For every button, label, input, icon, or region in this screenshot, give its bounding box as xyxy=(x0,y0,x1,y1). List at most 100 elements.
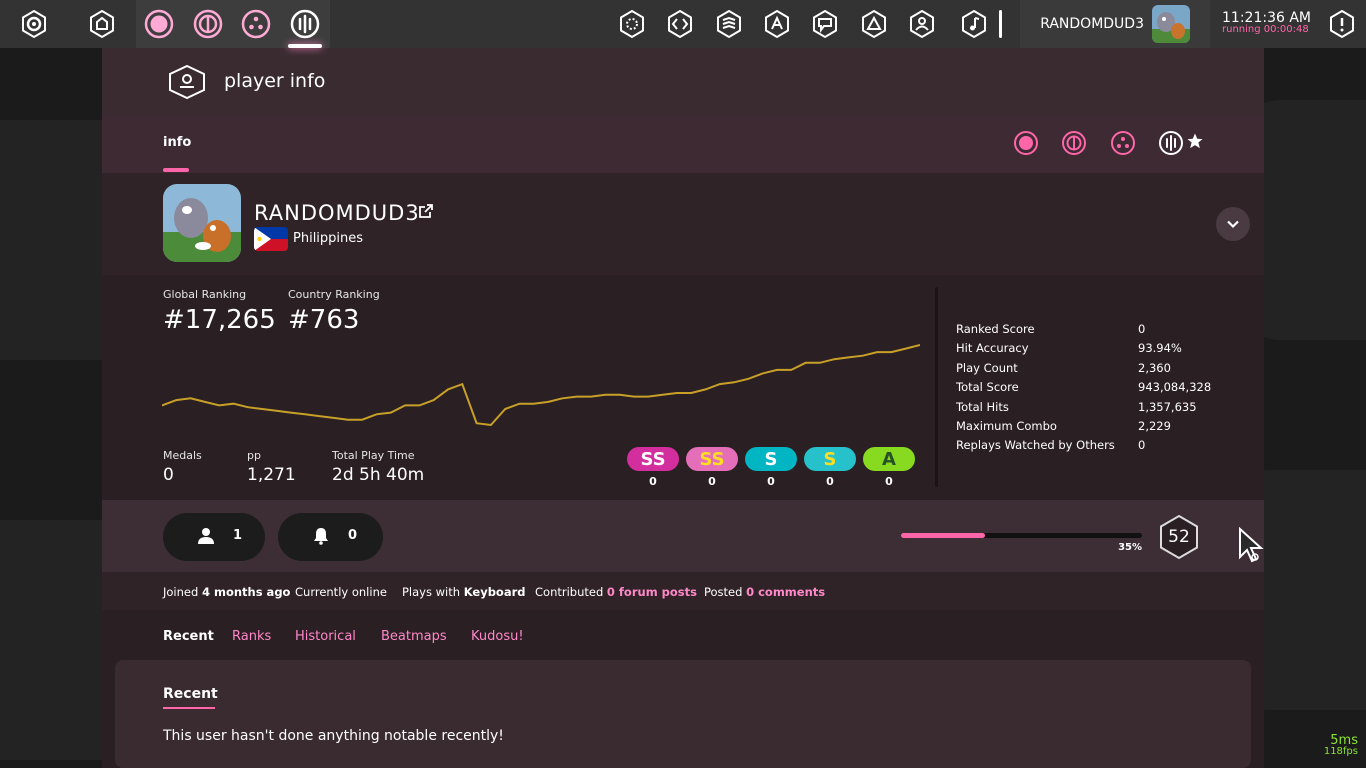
country-flag xyxy=(254,227,288,251)
stat-value: 0 xyxy=(1138,322,1146,336)
stat-value: 1,357,635 xyxy=(1138,399,1197,414)
stat-value: 943,084,328 xyxy=(1138,380,1212,395)
followers-button[interactable]: 1 xyxy=(163,513,265,561)
active-ruleset-indicator xyxy=(288,44,322,48)
changelog-button[interactable] xyxy=(656,0,704,48)
rankings-button[interactable] xyxy=(705,0,753,48)
user-profile-overlay: player info info RANDOMDUD3 Philippines … xyxy=(102,48,1264,768)
plays-value: Keyboard xyxy=(463,585,526,599)
clock-running: running 00:00:48 xyxy=(1222,24,1309,35)
ruleset-catch-button[interactable] xyxy=(232,0,280,48)
profile-taiko-icon[interactable] xyxy=(1061,130,1087,156)
contributed-prefix: Contributed xyxy=(535,585,604,599)
home-button[interactable] xyxy=(78,0,126,48)
stat-label: Hit Accuracy xyxy=(956,341,1029,356)
home-icon xyxy=(90,9,114,39)
rank-history-line xyxy=(162,344,920,427)
grade-count: 0 xyxy=(885,475,893,488)
news-button[interactable] xyxy=(850,0,898,48)
tab-recent[interactable]: Recent xyxy=(163,629,214,644)
level-progress-text: 35% xyxy=(1118,542,1142,553)
profile-info-line: Joined 4 months ago Currently online Pla… xyxy=(102,572,1264,610)
news-icon xyxy=(862,9,886,39)
expand-header-button[interactable] xyxy=(1216,207,1250,241)
profile-catch-icon[interactable] xyxy=(1110,130,1136,156)
country-ranking-value: #763 xyxy=(288,305,360,335)
profile-mania-icon[interactable] xyxy=(1158,130,1184,156)
wiki-button[interactable] xyxy=(753,0,801,48)
toolbar-user-button[interactable]: RANDOMDUD3 xyxy=(1020,0,1210,48)
settings-button[interactable] xyxy=(10,0,58,48)
playtime-value: 2d 5h 40m xyxy=(332,465,425,485)
grade-badge: A xyxy=(863,447,915,471)
section-tabs: Recent Ranks Historical Beatmaps Kudosu! xyxy=(102,610,1264,660)
frame-time: 5ms xyxy=(1330,733,1358,748)
tab-info[interactable]: info xyxy=(163,135,192,150)
tab-beatmaps[interactable]: Beatmaps xyxy=(381,629,447,644)
level-progress-fill xyxy=(901,533,986,538)
tab-kudosu[interactable]: Kudosu! xyxy=(471,629,524,644)
mapping-subscribers-button[interactable]: 0 xyxy=(278,513,383,561)
external-link-icon[interactable] xyxy=(418,203,434,219)
chevron-down-icon xyxy=(1227,220,1239,229)
stat-label: Ranked Score xyxy=(956,322,1035,336)
profile-osu-icon[interactable] xyxy=(1013,130,1039,156)
mouse-cursor-icon xyxy=(1239,527,1264,563)
toolbar-username: RANDOMDUD3 xyxy=(1040,16,1144,32)
grade-count: 0 xyxy=(767,475,775,488)
stat-label: Total Hits xyxy=(956,399,1009,414)
social-button[interactable] xyxy=(898,0,946,48)
plays-with-info: Plays with Keyboard xyxy=(402,585,526,599)
grade-count: 0 xyxy=(649,475,657,488)
settings-icon xyxy=(22,9,46,39)
catch-ruleset-icon xyxy=(241,9,271,39)
stat-label: Replays Watched by Others xyxy=(956,438,1115,453)
username: RANDOMDUD3 xyxy=(254,201,420,225)
stat-label: Maximum Combo xyxy=(956,419,1057,433)
toolbar: RANDOMDUD3 11:21:36 AM running 00:00:48 xyxy=(0,0,1366,48)
joined-info: Joined 4 months ago xyxy=(163,585,290,599)
grade-count: 0 xyxy=(826,475,834,488)
ruleset-osu-button[interactable] xyxy=(135,0,183,48)
stat-value: 2,229 xyxy=(1138,419,1171,433)
stat-value: 0 xyxy=(1138,438,1146,453)
toolbar-divider xyxy=(999,10,1002,38)
posted-prefix: Posted xyxy=(704,585,743,599)
forum-posts-link[interactable]: 0 forum posts xyxy=(606,585,697,599)
recent-title: Recent xyxy=(163,686,218,702)
music-button[interactable] xyxy=(950,0,998,48)
page-title: player info xyxy=(224,70,326,92)
grade-badge: S xyxy=(804,447,856,471)
player-info-icon xyxy=(169,65,205,99)
country-ranking-label: Country Ranking xyxy=(288,288,380,301)
subscribers-count: 0 xyxy=(348,528,358,543)
overlay-header: player info xyxy=(102,48,1264,115)
stat-value: 2,360 xyxy=(1138,360,1171,375)
stat-value: 93.94% xyxy=(1138,341,1182,356)
grade-count: 0 xyxy=(708,475,716,488)
notifications-button[interactable] xyxy=(1318,0,1366,48)
chat-button[interactable] xyxy=(801,0,849,48)
plays-prefix: Plays with xyxy=(402,585,461,599)
ruleset-mania-button[interactable] xyxy=(281,0,329,48)
fps-counter: 118fps xyxy=(1323,746,1358,757)
performance-overlay: 5ms 118fps xyxy=(1300,733,1358,757)
clock-time: 11:21:36 AM xyxy=(1222,10,1311,26)
beatmap-listing-icon xyxy=(620,9,644,39)
rank-history-graph[interactable] xyxy=(162,335,920,435)
social-row: 1 0 35% 52 xyxy=(102,500,1264,572)
joined-prefix: Joined xyxy=(163,585,199,599)
tab-historical[interactable]: Historical xyxy=(295,629,356,644)
country-name[interactable]: Philippines xyxy=(293,231,364,246)
notifications-icon xyxy=(1330,9,1354,39)
medals-label: Medals xyxy=(163,449,202,462)
ruleset-taiko-button[interactable] xyxy=(184,0,232,48)
comments-link[interactable]: 0 comments xyxy=(746,585,826,599)
toolbar-clock[interactable]: 11:21:36 AM running 00:00:48 xyxy=(1222,10,1322,35)
joined-value: 4 months ago xyxy=(201,585,291,599)
beatmap-listing-button[interactable] xyxy=(608,0,656,48)
recent-title-underline xyxy=(163,707,215,709)
tab-ranks[interactable]: Ranks xyxy=(232,629,272,644)
chat-icon xyxy=(813,9,837,39)
global-ranking-label: Global Ranking xyxy=(163,288,247,301)
